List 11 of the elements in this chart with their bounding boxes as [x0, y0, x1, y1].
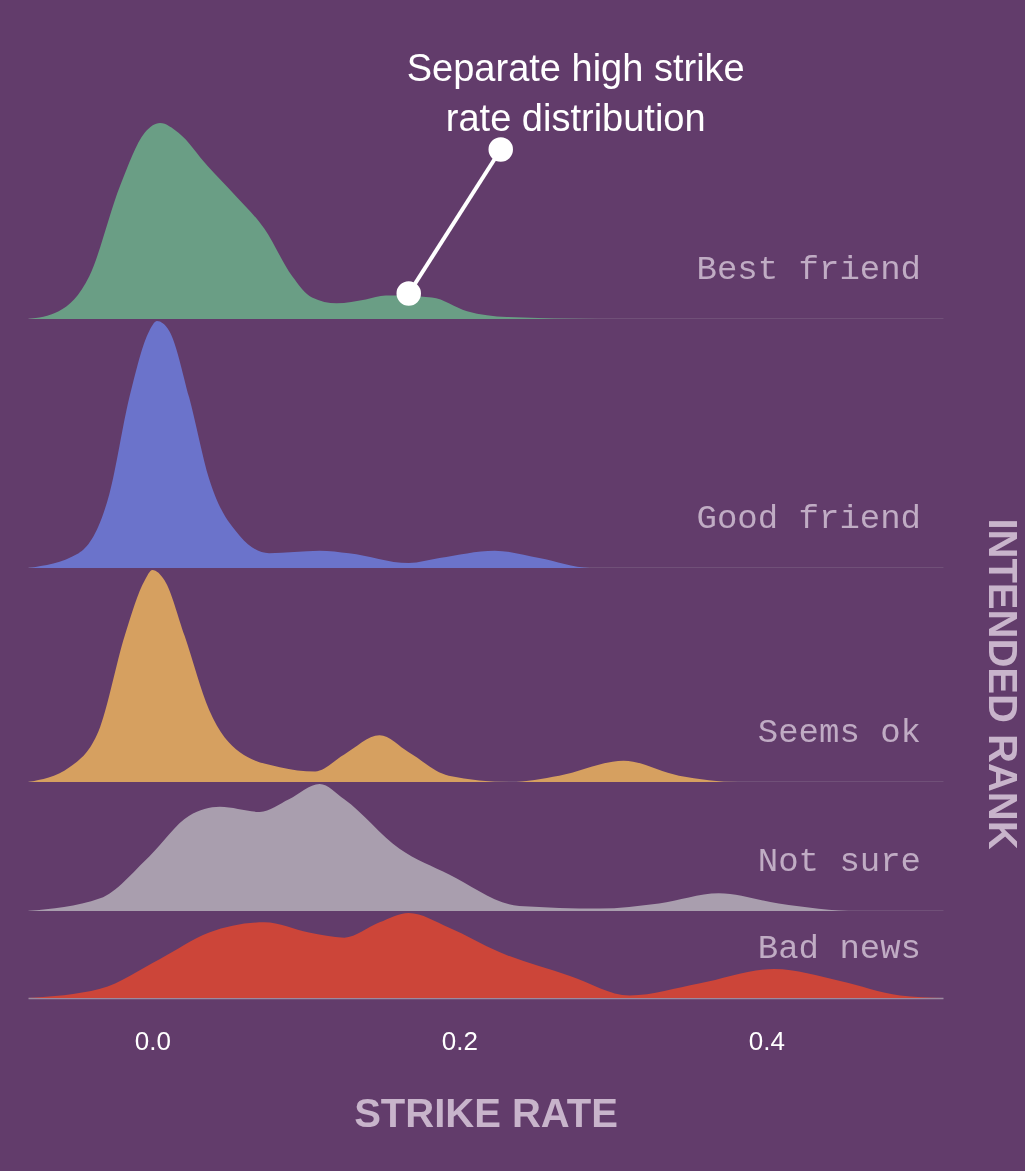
series-label: Not sure: [757, 843, 921, 881]
annotation: Separate high strike rate distribution: [406, 46, 745, 139]
series-label: Good friend: [696, 500, 921, 538]
x-axis-title: STRIKE RATE: [354, 1090, 618, 1135]
x-tick-label: 0.0: [134, 1025, 171, 1056]
x-tick-label: 0.2: [441, 1025, 478, 1056]
y-axis-title: INTENDED RANK: [980, 518, 1025, 850]
x-tick-label: 0.4: [748, 1025, 786, 1056]
series-label: Best friend: [696, 251, 921, 289]
series-label: Bad news: [757, 930, 921, 968]
series-label: Seems ok: [757, 714, 921, 752]
